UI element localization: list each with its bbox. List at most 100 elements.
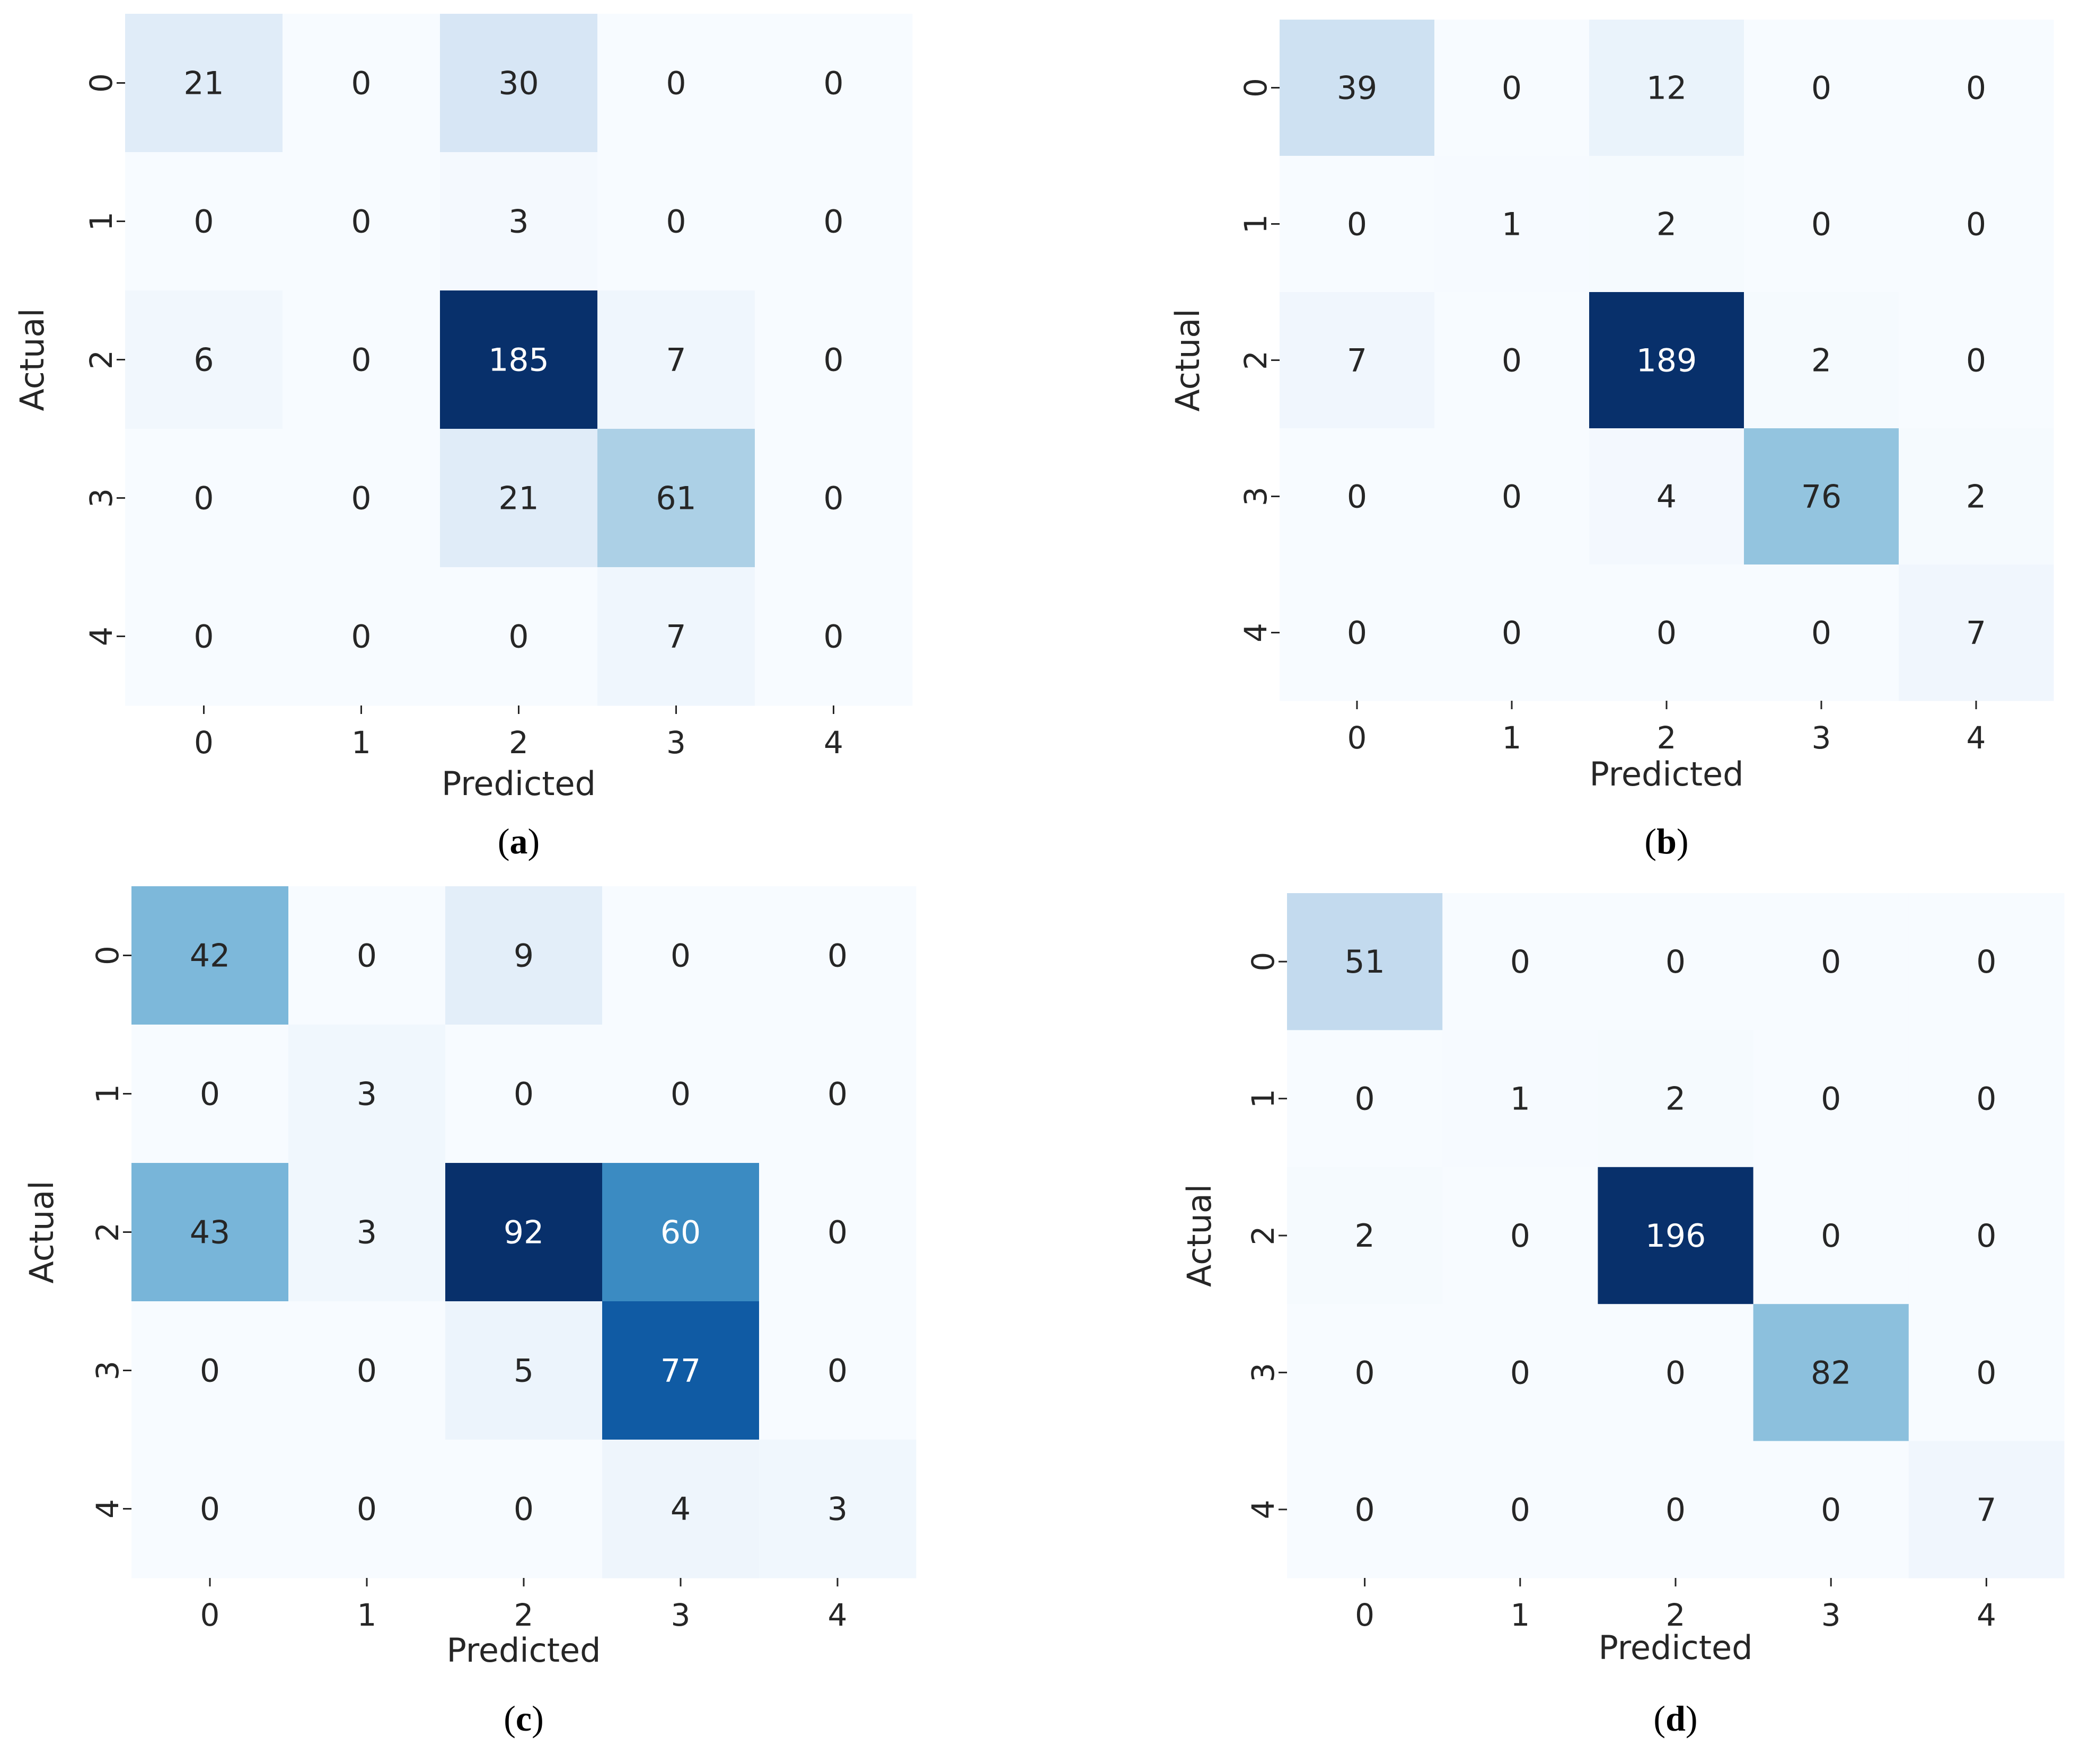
cell-label-a-r3-c2: 21: [498, 480, 539, 517]
cell-label-b-r3-c0: 0: [1347, 479, 1367, 516]
cell-c-r4-c3: [602, 1440, 760, 1578]
cell-d-r0-c0: [1287, 893, 1443, 1030]
cell-d-r4-c1: [1442, 1441, 1598, 1578]
cell-label-c-r3-c4: 0: [827, 1353, 848, 1390]
cell-a-r0-c2: [440, 14, 598, 153]
cell-label-a-r1-c4: 0: [823, 204, 843, 241]
cell-label-d-r4-c4: 7: [1976, 1492, 1996, 1529]
cell-d-r4-c3: [1753, 1441, 1909, 1578]
cell-d-r2-c3: [1753, 1167, 1909, 1304]
x-tick-label-c-2: 2: [514, 1597, 534, 1633]
cell-label-c-r1-c2: 0: [514, 1076, 534, 1113]
x-tick-label-b-1: 1: [1502, 720, 1522, 756]
cell-label-b-r1-c4: 0: [1966, 206, 1986, 243]
cell-d-r0-c2: [1598, 893, 1754, 1030]
x-axis-title-a: Predicted: [442, 764, 596, 803]
cell-a-r4-c2: [440, 567, 598, 706]
cell-b-r4-c3: [1744, 565, 1899, 701]
heatmap-panel-a: 21 0 30 0 00 0 3 0 06 0 185 7 00 0 21 61 00 0 0 7 00 1 2 3 40123…: [13, 14, 913, 861]
cell-b-r0-c2: [1589, 20, 1744, 156]
cell-a-r4-c3: [597, 567, 755, 706]
cell-d-r0-c1: [1442, 893, 1598, 1030]
panel-caption-c: (c): [504, 1698, 544, 1739]
cell-d-r3-c1: [1442, 1304, 1598, 1442]
cell-label-a-r2-c1: 0: [351, 342, 371, 379]
cell-label-c-r0-c2: 9: [514, 938, 534, 975]
cell-label-a-r1-c1: 0: [351, 204, 371, 241]
panel-caption-d: (d): [1653, 1698, 1697, 1739]
y-tick-label-a-4: 4: [83, 627, 119, 646]
x-tick-label-a-4: 4: [824, 725, 843, 761]
cell-label-b-r3-c2: 4: [1656, 479, 1677, 516]
cell-d-r3-c4: [1908, 1304, 2065, 1442]
cell-c-r3-c4: [759, 1301, 916, 1440]
cell-label-a-r3-c3: 61: [656, 480, 696, 517]
y-axis-title-c: Actual: [22, 1180, 61, 1283]
cell-label-b-r3-c4: 2: [1966, 479, 1986, 516]
cell-label-c-r2-c4: 0: [827, 1214, 848, 1251]
cell-b-r0-c1: [1434, 20, 1590, 156]
y-tick-label-d-4: 4: [1245, 1500, 1281, 1519]
y-tick-label-c-1: 1: [90, 1084, 126, 1104]
cell-label-d-r4-c2: 0: [1665, 1492, 1686, 1529]
cell-d-r2-c2: [1598, 1167, 1754, 1304]
cell-label-b-r2-c0: 7: [1347, 342, 1367, 380]
cell-label-a-r0-c4: 0: [823, 65, 843, 102]
cell-label-a-r0-c3: 0: [666, 65, 686, 102]
x-tick-label-c-3: 3: [671, 1597, 691, 1633]
cell-label-a-r4-c0: 0: [193, 619, 214, 656]
cell-b-r0-c3: [1744, 20, 1899, 156]
cell-label-b-r2-c3: 2: [1811, 342, 1831, 380]
cell-label-a-r0-c1: 0: [351, 65, 371, 102]
y-tick-label-c-2: 2: [90, 1222, 126, 1242]
y-axis-title-d: Actual: [1180, 1184, 1219, 1287]
cell-c-r0-c0: [131, 886, 289, 1025]
panel-caption-letter-d: d: [1665, 1698, 1686, 1739]
cell-label-a-r2-c0: 6: [193, 342, 214, 379]
cell-label-b-r0-c4: 0: [1966, 70, 1986, 107]
cell-label-d-r0-c1: 0: [1510, 943, 1530, 981]
cell-label-d-r4-c3: 0: [1821, 1492, 1841, 1529]
cell-b-r2-c4: [1899, 292, 2054, 429]
cell-a-r1-c1: [283, 152, 440, 291]
cell-label-a-r2-c2: 185: [488, 342, 549, 379]
cell-c-r4-c2: [445, 1440, 603, 1578]
cell-label-c-r0-c1: 0: [357, 938, 377, 975]
cell-label-b-r1-c0: 0: [1347, 206, 1367, 243]
cell-label-b-r4-c2: 0: [1656, 615, 1677, 652]
cell-a-r1-c4: [755, 152, 913, 291]
cell-label-d-r3-c0: 0: [1355, 1354, 1375, 1391]
cell-d-r2-c4: [1908, 1167, 2065, 1304]
cell-d-r3-c2: [1598, 1304, 1754, 1442]
cell-d-r1-c1: [1442, 1030, 1598, 1168]
y-axis-title-a: Actual: [13, 308, 51, 411]
cell-label-b-r2-c4: 0: [1966, 342, 1986, 380]
cell-c-r1-c4: [759, 1025, 916, 1163]
cell-label-c-r0-c4: 0: [827, 938, 848, 975]
cell-d-r4-c2: [1598, 1441, 1754, 1578]
cell-label-d-r0-c4: 0: [1976, 943, 1996, 981]
cell-label-d-r1-c0: 0: [1355, 1081, 1375, 1118]
cell-c-r3-c3: [602, 1301, 760, 1440]
cell-label-b-r2-c2: 189: [1636, 342, 1697, 380]
cell-d-r2-c1: [1442, 1167, 1598, 1304]
x-tick-label-d-2: 2: [1666, 1597, 1686, 1633]
cell-c-r0-c2: [445, 886, 603, 1025]
panel-caption-letter-b: b: [1656, 821, 1677, 861]
cell-b-r1-c2: [1589, 156, 1744, 293]
cell-a-r0-c4: [755, 14, 913, 153]
cell-a-r4-c1: [283, 567, 440, 706]
cell-a-r3-c1: [283, 429, 440, 568]
cell-label-b-r1-c2: 2: [1656, 206, 1677, 243]
cell-d-r1-c0: [1287, 1030, 1443, 1168]
x-axis-title-b: Predicted: [1589, 755, 1743, 793]
cell-a-r3-c0: [125, 429, 283, 568]
cell-label-d-r0-c3: 0: [1821, 943, 1841, 981]
y-tick-label-c-3: 3: [90, 1361, 126, 1380]
cell-label-b-r3-c1: 0: [1502, 479, 1522, 516]
cell-d-r4-c4: [1908, 1441, 2065, 1578]
panel-caption-b: (b): [1644, 821, 1688, 861]
cell-b-r3-c3: [1744, 428, 1899, 565]
cell-label-d-r2-c1: 0: [1510, 1218, 1530, 1255]
cell-label-b-r1-c1: 1: [1502, 206, 1522, 243]
